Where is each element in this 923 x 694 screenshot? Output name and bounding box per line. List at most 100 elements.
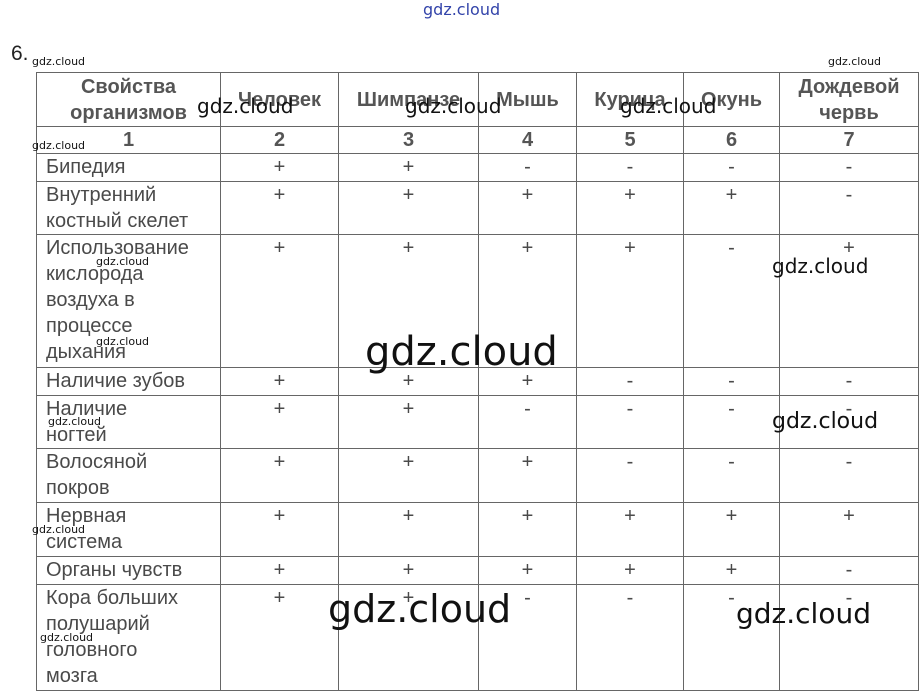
cell-value: + — [338, 153, 479, 182]
table-row: Наличие зубов + + + - - - — [36, 367, 919, 396]
row-label: Волосяной покров — [36, 448, 221, 503]
cell-value: - — [683, 395, 780, 449]
cell-value: - — [576, 395, 684, 449]
watermark: gdz.cloud — [828, 55, 882, 68]
cell-value: - — [683, 448, 780, 503]
cell-value: + — [478, 181, 577, 235]
header-cell: Человек — [220, 72, 339, 127]
watermark: gdz.cloud — [32, 139, 86, 152]
cell-value: - — [683, 584, 780, 691]
watermark: gdz.cloud — [40, 631, 94, 644]
cell-value: + — [220, 153, 339, 182]
cell-value: + — [779, 502, 919, 557]
watermark: gdz.cloud — [736, 597, 871, 630]
number-cell: 6 — [683, 126, 780, 154]
cell-value: - — [683, 367, 780, 396]
cell-value: + — [338, 448, 479, 503]
cell-value: + — [220, 181, 339, 235]
cell-value: - — [779, 181, 919, 235]
watermark: gdz.cloud — [32, 523, 86, 536]
cell-value: - — [478, 153, 577, 182]
table-row: Волосяной покров + + + - - - — [36, 448, 919, 503]
table-row: Органы чувств + + + + + - — [36, 556, 919, 585]
cell-value: + — [683, 556, 780, 585]
watermark: gdz.cloud — [328, 587, 512, 631]
cell-value: + — [576, 556, 684, 585]
header-cell: Курица — [576, 72, 684, 127]
cell-value: + — [576, 234, 684, 368]
watermark: gdz.cloud — [423, 0, 501, 19]
cell-value: - — [576, 153, 684, 182]
number-cell: 2 — [220, 126, 339, 154]
cell-value: + — [478, 234, 577, 368]
cell-value: + — [338, 584, 479, 691]
cell-value: + — [338, 367, 479, 396]
watermark: gdz.cloud — [32, 55, 86, 68]
number-cell: 5 — [576, 126, 684, 154]
row-label: Использование кислорода воздуха в процес… — [36, 234, 221, 368]
watermark: gdz.cloud — [197, 94, 294, 118]
watermark: gdz.cloud — [96, 335, 150, 348]
cell-value: - — [779, 367, 919, 396]
row-label: Органы чувств — [36, 556, 221, 585]
table-row: Использование кислорода воздуха в процес… — [36, 234, 919, 368]
cell-value: + — [338, 502, 479, 557]
cell-value: + — [683, 181, 780, 235]
cell-value: - — [683, 234, 780, 368]
number-cell: 1 — [36, 126, 221, 154]
cell-value: - — [576, 584, 684, 691]
cell-value: - — [683, 153, 780, 182]
cell-value: - — [576, 448, 684, 503]
cell-value: - — [478, 584, 577, 691]
cell-value: - — [779, 448, 919, 503]
row-label: Кора больших полушарий головного мозга — [36, 584, 221, 691]
cell-value: - — [779, 556, 919, 585]
cell-value: + — [220, 584, 339, 691]
cell-value: + — [338, 181, 479, 235]
number-cell: 7 — [779, 126, 919, 154]
number-cell: 3 — [338, 126, 479, 154]
row-label: Внутренний костный скелет — [36, 181, 221, 235]
watermark: gdz.cloud — [772, 409, 879, 434]
cell-value: + — [338, 234, 479, 368]
watermark: gdz.cloud — [365, 329, 558, 375]
cell-value: + — [220, 448, 339, 503]
cell-value: - — [779, 395, 919, 449]
row-label: Бипедия — [36, 153, 221, 182]
row-label: Наличие зубов — [36, 367, 221, 396]
cell-value: - — [576, 367, 684, 396]
table-row: Нервная система + + + + + + — [36, 502, 919, 557]
cell-value: - — [478, 395, 577, 449]
row-label: Нервная система — [36, 502, 221, 557]
cell-value: + — [576, 181, 684, 235]
cell-value: + — [478, 556, 577, 585]
cell-value: + — [220, 234, 339, 368]
cell-value: + — [220, 556, 339, 585]
table-row: Бипедия + + - - - - — [36, 153, 919, 182]
table-row: Кора больших полушарий головного мозга + +… — [36, 584, 919, 691]
watermark: gdz.cloud — [772, 254, 869, 278]
cell-value: - — [779, 584, 919, 691]
watermark: gdz.cloud — [620, 94, 717, 118]
number-cell: 4 — [478, 126, 577, 154]
row-label: Наличие ногтей — [36, 395, 221, 449]
header-cell: Мышь — [478, 72, 577, 127]
cell-value: + — [338, 556, 479, 585]
table: Свойства организмов Человек Шимпанзе Мышь Ку… — [36, 72, 919, 691]
cell-value: + — [576, 502, 684, 557]
header-row: Свойства организмов Человек Шимпанзе Мышь Ку… — [36, 72, 919, 127]
cell-value: + — [478, 502, 577, 557]
cell-value: + — [220, 367, 339, 396]
cell-value: + — [220, 502, 339, 557]
watermark: gdz.cloud — [405, 94, 502, 118]
cell-value: - — [779, 153, 919, 182]
cell-value: + — [220, 395, 339, 449]
cell-value: + — [683, 502, 780, 557]
cell-value: + — [478, 448, 577, 503]
table-row: Внутренний костный скелет + + + + + - — [36, 181, 919, 235]
watermark: gdz.cloud — [96, 255, 150, 268]
task-number: 6. — [11, 42, 29, 65]
header-cell: Шимпанзе — [338, 72, 479, 127]
